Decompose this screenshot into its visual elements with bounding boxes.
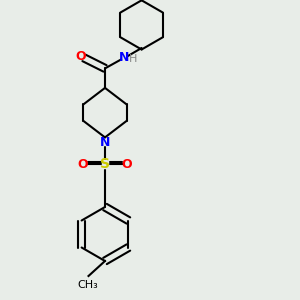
Text: O: O (78, 158, 88, 171)
Text: O: O (76, 50, 86, 63)
Text: H: H (128, 54, 137, 64)
Text: S: S (100, 158, 110, 171)
Text: O: O (122, 158, 132, 171)
Text: N: N (118, 51, 129, 64)
Text: N: N (100, 136, 110, 149)
Text: CH₃: CH₃ (77, 280, 98, 290)
